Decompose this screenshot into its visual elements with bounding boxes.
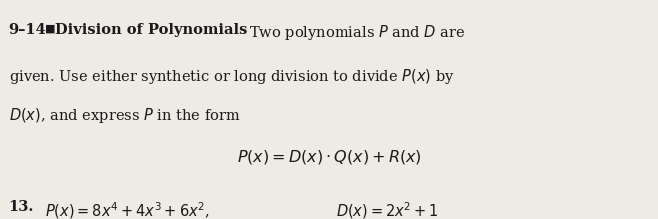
Text: 9–14: 9–14 [9,23,46,37]
Text: Two polynomials $P$ and $D$ are: Two polynomials $P$ and $D$ are [249,23,465,42]
Text: given. Use either synthetic or long division to divide $P(x)$ by: given. Use either synthetic or long divi… [9,67,454,86]
Text: 13.: 13. [9,200,34,214]
Text: $D(x) = 2x^2 + 1$: $D(x) = 2x^2 + 1$ [336,200,438,219]
Text: $P(x) = D(x) \cdot Q(x) + R(x)$: $P(x) = D(x) \cdot Q(x) + R(x)$ [237,148,421,166]
Text: Division of Polynomials: Division of Polynomials [55,23,247,37]
Text: $P(x) = 8x^4 + 4x^3 + 6x^2$,: $P(x) = 8x^4 + 4x^3 + 6x^2$, [45,200,210,219]
Text: ■: ■ [45,23,55,34]
Text: $D(x)$, and express $P$ in the form: $D(x)$, and express $P$ in the form [9,106,240,125]
